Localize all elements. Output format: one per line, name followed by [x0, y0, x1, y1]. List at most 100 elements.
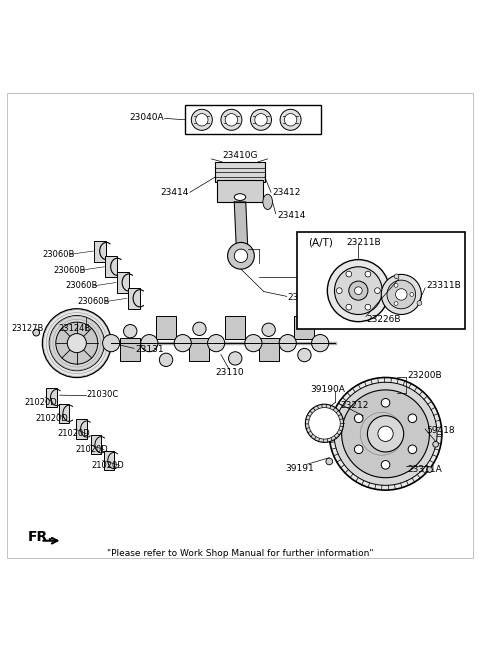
- Text: 23212: 23212: [340, 400, 369, 410]
- Text: 23510: 23510: [303, 275, 332, 284]
- Circle shape: [374, 288, 380, 294]
- Circle shape: [367, 415, 404, 452]
- Circle shape: [378, 426, 393, 441]
- Text: 23513: 23513: [288, 292, 316, 302]
- Ellipse shape: [234, 249, 248, 263]
- Circle shape: [387, 280, 416, 309]
- Circle shape: [159, 353, 173, 367]
- Bar: [76, 419, 87, 439]
- Circle shape: [396, 289, 407, 300]
- Circle shape: [335, 266, 382, 315]
- Text: 21020D: 21020D: [75, 445, 108, 454]
- Ellipse shape: [284, 114, 297, 126]
- Text: 21020D: 21020D: [58, 429, 90, 438]
- Circle shape: [417, 301, 422, 305]
- Circle shape: [433, 441, 439, 447]
- Circle shape: [342, 390, 430, 478]
- Circle shape: [279, 335, 296, 352]
- Circle shape: [336, 288, 342, 294]
- Text: 23414: 23414: [277, 211, 306, 220]
- Bar: [217, 181, 263, 202]
- Text: 23060B: 23060B: [54, 266, 86, 274]
- Circle shape: [365, 271, 371, 277]
- Text: 23211B: 23211B: [346, 239, 381, 248]
- Circle shape: [103, 335, 120, 352]
- Text: 23414: 23414: [160, 188, 189, 197]
- Circle shape: [327, 259, 389, 322]
- Text: 23412: 23412: [273, 188, 301, 197]
- Circle shape: [394, 283, 398, 287]
- Circle shape: [346, 271, 352, 277]
- Ellipse shape: [263, 194, 273, 209]
- Circle shape: [42, 309, 111, 378]
- Circle shape: [329, 378, 442, 490]
- Text: 23311A: 23311A: [407, 465, 442, 474]
- Circle shape: [49, 315, 105, 370]
- Bar: [259, 339, 279, 361]
- Circle shape: [394, 274, 399, 279]
- Bar: [297, 233, 465, 329]
- Circle shape: [309, 408, 340, 439]
- Circle shape: [207, 335, 225, 352]
- Bar: [95, 240, 107, 261]
- Ellipse shape: [228, 242, 254, 269]
- Text: 23060B: 23060B: [78, 297, 110, 306]
- Circle shape: [67, 333, 86, 353]
- Text: FR.: FR.: [28, 530, 53, 544]
- Circle shape: [354, 445, 363, 454]
- Ellipse shape: [196, 114, 208, 126]
- Circle shape: [141, 335, 158, 352]
- Text: 39190A: 39190A: [311, 385, 346, 394]
- Circle shape: [262, 323, 276, 337]
- Ellipse shape: [192, 109, 212, 130]
- Text: 21020D: 21020D: [91, 461, 124, 470]
- Ellipse shape: [234, 194, 246, 200]
- Text: 21020D: 21020D: [36, 413, 69, 423]
- Ellipse shape: [221, 109, 242, 130]
- Circle shape: [228, 352, 242, 365]
- Polygon shape: [234, 202, 248, 245]
- Bar: [117, 272, 129, 293]
- Circle shape: [326, 458, 333, 465]
- Circle shape: [56, 322, 98, 364]
- Text: 23131: 23131: [135, 345, 164, 354]
- Bar: [190, 339, 209, 361]
- Circle shape: [408, 445, 417, 454]
- Ellipse shape: [225, 114, 238, 126]
- Circle shape: [381, 461, 390, 469]
- Text: (A/T): (A/T): [308, 238, 333, 248]
- Circle shape: [354, 414, 363, 422]
- Circle shape: [349, 281, 368, 300]
- Bar: [106, 256, 117, 278]
- Ellipse shape: [255, 114, 267, 126]
- Circle shape: [312, 335, 329, 352]
- Text: 23110: 23110: [215, 368, 244, 377]
- Bar: [104, 451, 114, 470]
- Text: 23410G: 23410G: [222, 151, 258, 160]
- Text: 23311B: 23311B: [426, 281, 461, 291]
- Text: 23060B: 23060B: [66, 281, 98, 291]
- Bar: [128, 288, 140, 309]
- Circle shape: [193, 322, 206, 335]
- Text: 23060B: 23060B: [42, 250, 74, 259]
- Bar: [46, 388, 57, 407]
- Circle shape: [346, 304, 352, 310]
- Bar: [294, 317, 314, 339]
- Text: 59418: 59418: [426, 426, 455, 436]
- Text: 39191: 39191: [285, 463, 314, 473]
- Bar: [59, 404, 69, 423]
- Text: "Please refer to Work Shop Manual for further information": "Please refer to Work Shop Manual for fu…: [107, 549, 373, 558]
- Circle shape: [410, 292, 414, 296]
- Circle shape: [365, 304, 371, 310]
- Circle shape: [305, 404, 344, 443]
- Circle shape: [123, 324, 137, 338]
- Circle shape: [381, 398, 390, 407]
- Circle shape: [355, 287, 362, 294]
- Bar: [185, 105, 321, 134]
- Text: 23127B: 23127B: [12, 324, 44, 333]
- Circle shape: [33, 330, 39, 336]
- Bar: [225, 317, 245, 339]
- Circle shape: [408, 414, 417, 422]
- Circle shape: [427, 467, 432, 473]
- Text: 23200B: 23200B: [407, 370, 442, 380]
